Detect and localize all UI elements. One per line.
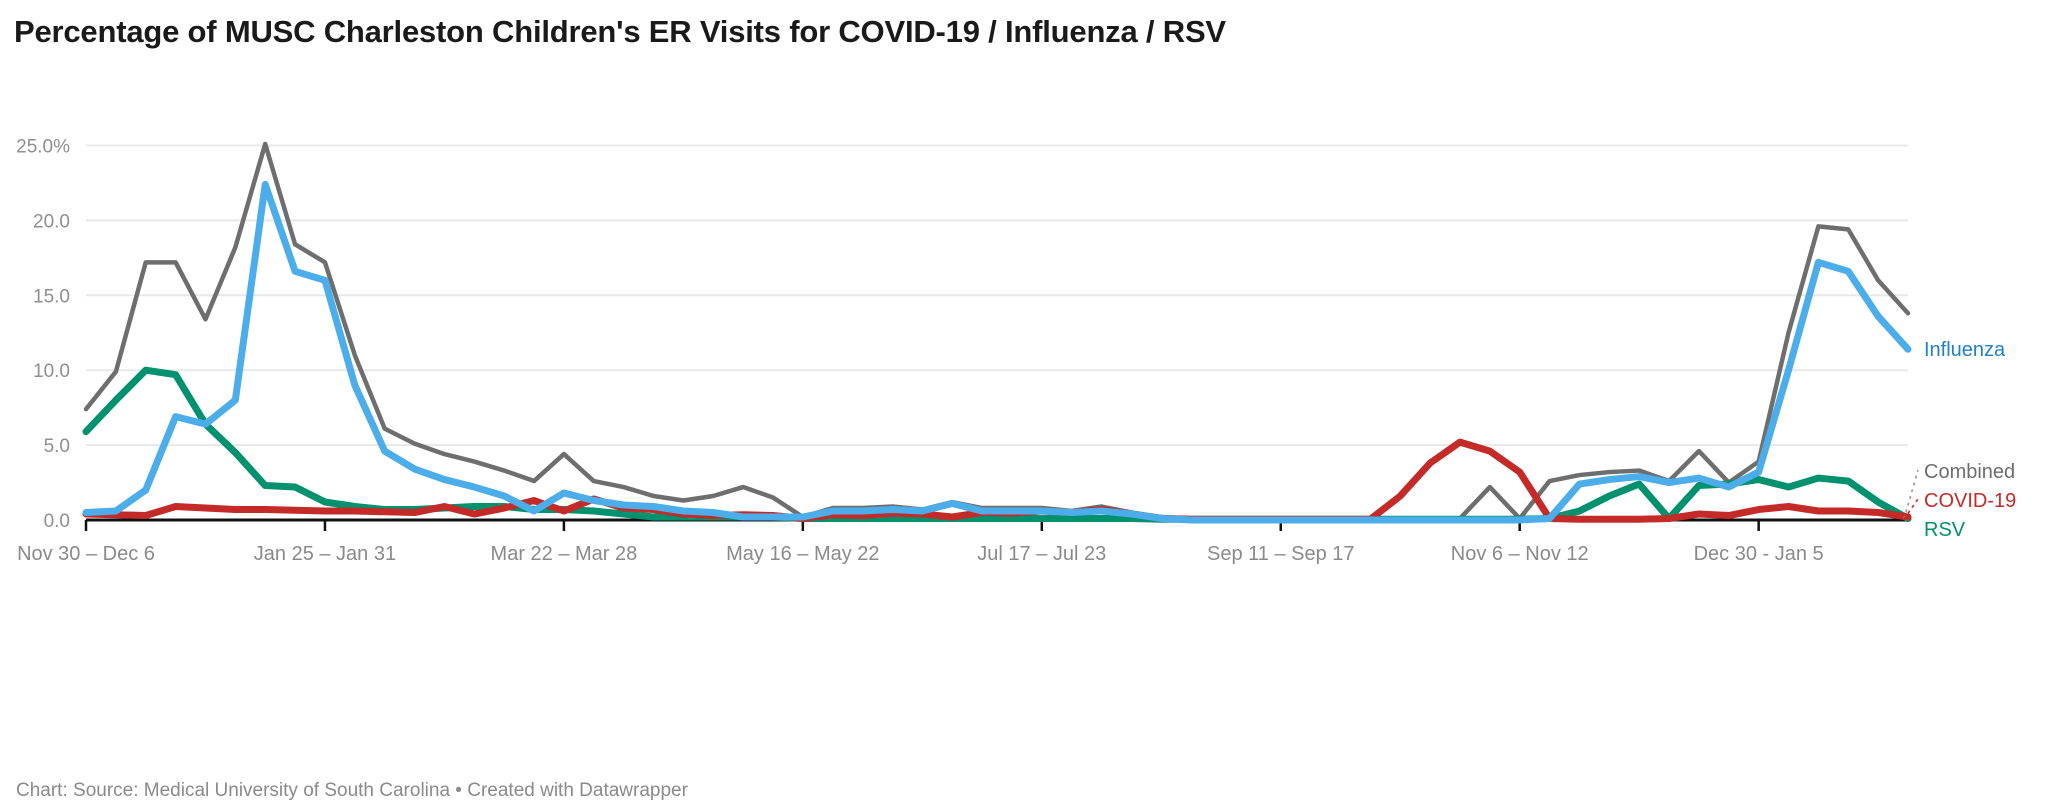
gridlines-group: 0.0 5.0 10.0 15.0 20.0 25.0%: [16, 136, 1908, 532]
y-axis-tick-label: 15.0: [33, 286, 70, 307]
x-axis-tick-label: Mar 22 – Mar 28: [491, 543, 638, 565]
legend-label-covid-19[interactable]: COVID-19: [1924, 490, 2016, 512]
legend-leader-combined: [1903, 469, 1919, 520]
x-axis-tick-label: Sep 11 – Sep 17: [1207, 543, 1355, 565]
y-axis-tick-label: 20.0: [33, 211, 70, 232]
series-line-combined: [83, 141, 1911, 521]
legend-label-combined[interactable]: Combined: [1924, 461, 2015, 483]
series-line-influenza: [82, 180, 1912, 524]
series-group: [82, 141, 1912, 524]
y-axis-tick-label: 10.0: [33, 361, 70, 382]
legend-label-rsv[interactable]: RSV: [1924, 519, 1966, 541]
plot-area: 0.0 5.0 10.0 15.0 20.0 25.0% Nov 30 – Dec 6 Jan…: [0, 95, 2050, 735]
x-axis-tick-label: Jul 17 – Jul 23: [977, 543, 1106, 565]
y-axis-tick-label: 25.0%: [16, 136, 70, 157]
x-axis-group: Nov 30 – Dec 6 Jan 25 – Jan 31 Mar 22 – Ma…: [17, 520, 1824, 565]
x-axis-tick-label: Nov 30 – Dec 6: [17, 543, 155, 565]
legend-label-influenza[interactable]: Influenza: [1924, 339, 2006, 361]
legend-group: Influenza Combined COVID-19 RSV: [1903, 339, 2016, 541]
y-axis-tick-label: 0.0: [44, 511, 70, 532]
y-axis-tick-label: 5.0: [44, 436, 70, 457]
x-axis-tick-label: Jan 25 – Jan 31: [254, 543, 396, 565]
x-axis-tick-label: Nov 6 – Nov 12: [1451, 543, 1589, 565]
x-axis-tick-label: Dec 30 - Jan 5: [1694, 543, 1824, 565]
chart-source-note: Chart: Source: Medical University of Sou…: [16, 780, 688, 801]
chart-svg: 0.0 5.0 10.0 15.0 20.0 25.0% Nov 30 – Dec 6 Jan…: [16, 136, 2016, 565]
page-title: Percentage of MUSC Charleston Children's…: [14, 14, 1226, 49]
x-axis-tick-label: May 16 – May 22: [726, 543, 879, 565]
